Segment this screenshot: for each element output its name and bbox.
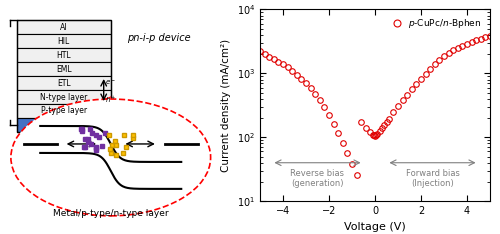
Bar: [17, 90, 111, 104]
Text: HIL: HIL: [58, 37, 70, 46]
Y-axis label: Current density (mA/cm²): Current density (mA/cm²): [221, 39, 231, 172]
Bar: [17, 20, 111, 132]
Ellipse shape: [11, 99, 210, 216]
Text: ETL: ETL: [57, 79, 70, 88]
Bar: [17, 34, 111, 48]
Bar: [17, 62, 111, 76]
Text: Al: Al: [60, 23, 68, 32]
Bar: [17, 48, 111, 62]
Text: P-type layer: P-type layer: [40, 106, 87, 115]
Bar: [17, 20, 111, 34]
Text: ITO (cathode): ITO (cathode): [38, 120, 90, 129]
Text: EML: EML: [56, 65, 72, 74]
Text: N-type layer: N-type layer: [40, 92, 88, 102]
Text: pn-i-p device: pn-i-p device: [127, 33, 191, 43]
Text: Forward bias
(Injection): Forward bias (Injection): [406, 169, 460, 188]
Text: $e^-$: $e^-$: [105, 78, 116, 87]
Text: Metal/p-type/n-type layer: Metal/p-type/n-type layer: [53, 209, 168, 218]
Bar: [17, 118, 111, 132]
Text: HTL: HTL: [56, 51, 71, 60]
Text: $h^+$: $h^+$: [105, 95, 117, 105]
Bar: [17, 104, 111, 118]
Bar: [17, 76, 111, 90]
Text: Reverse bias
(generation): Reverse bias (generation): [290, 169, 344, 188]
X-axis label: Voltage (V): Voltage (V): [344, 222, 406, 232]
Legend: $p$-CuPc/$n$-Bphen: $p$-CuPc/$n$-Bphen: [388, 14, 486, 34]
